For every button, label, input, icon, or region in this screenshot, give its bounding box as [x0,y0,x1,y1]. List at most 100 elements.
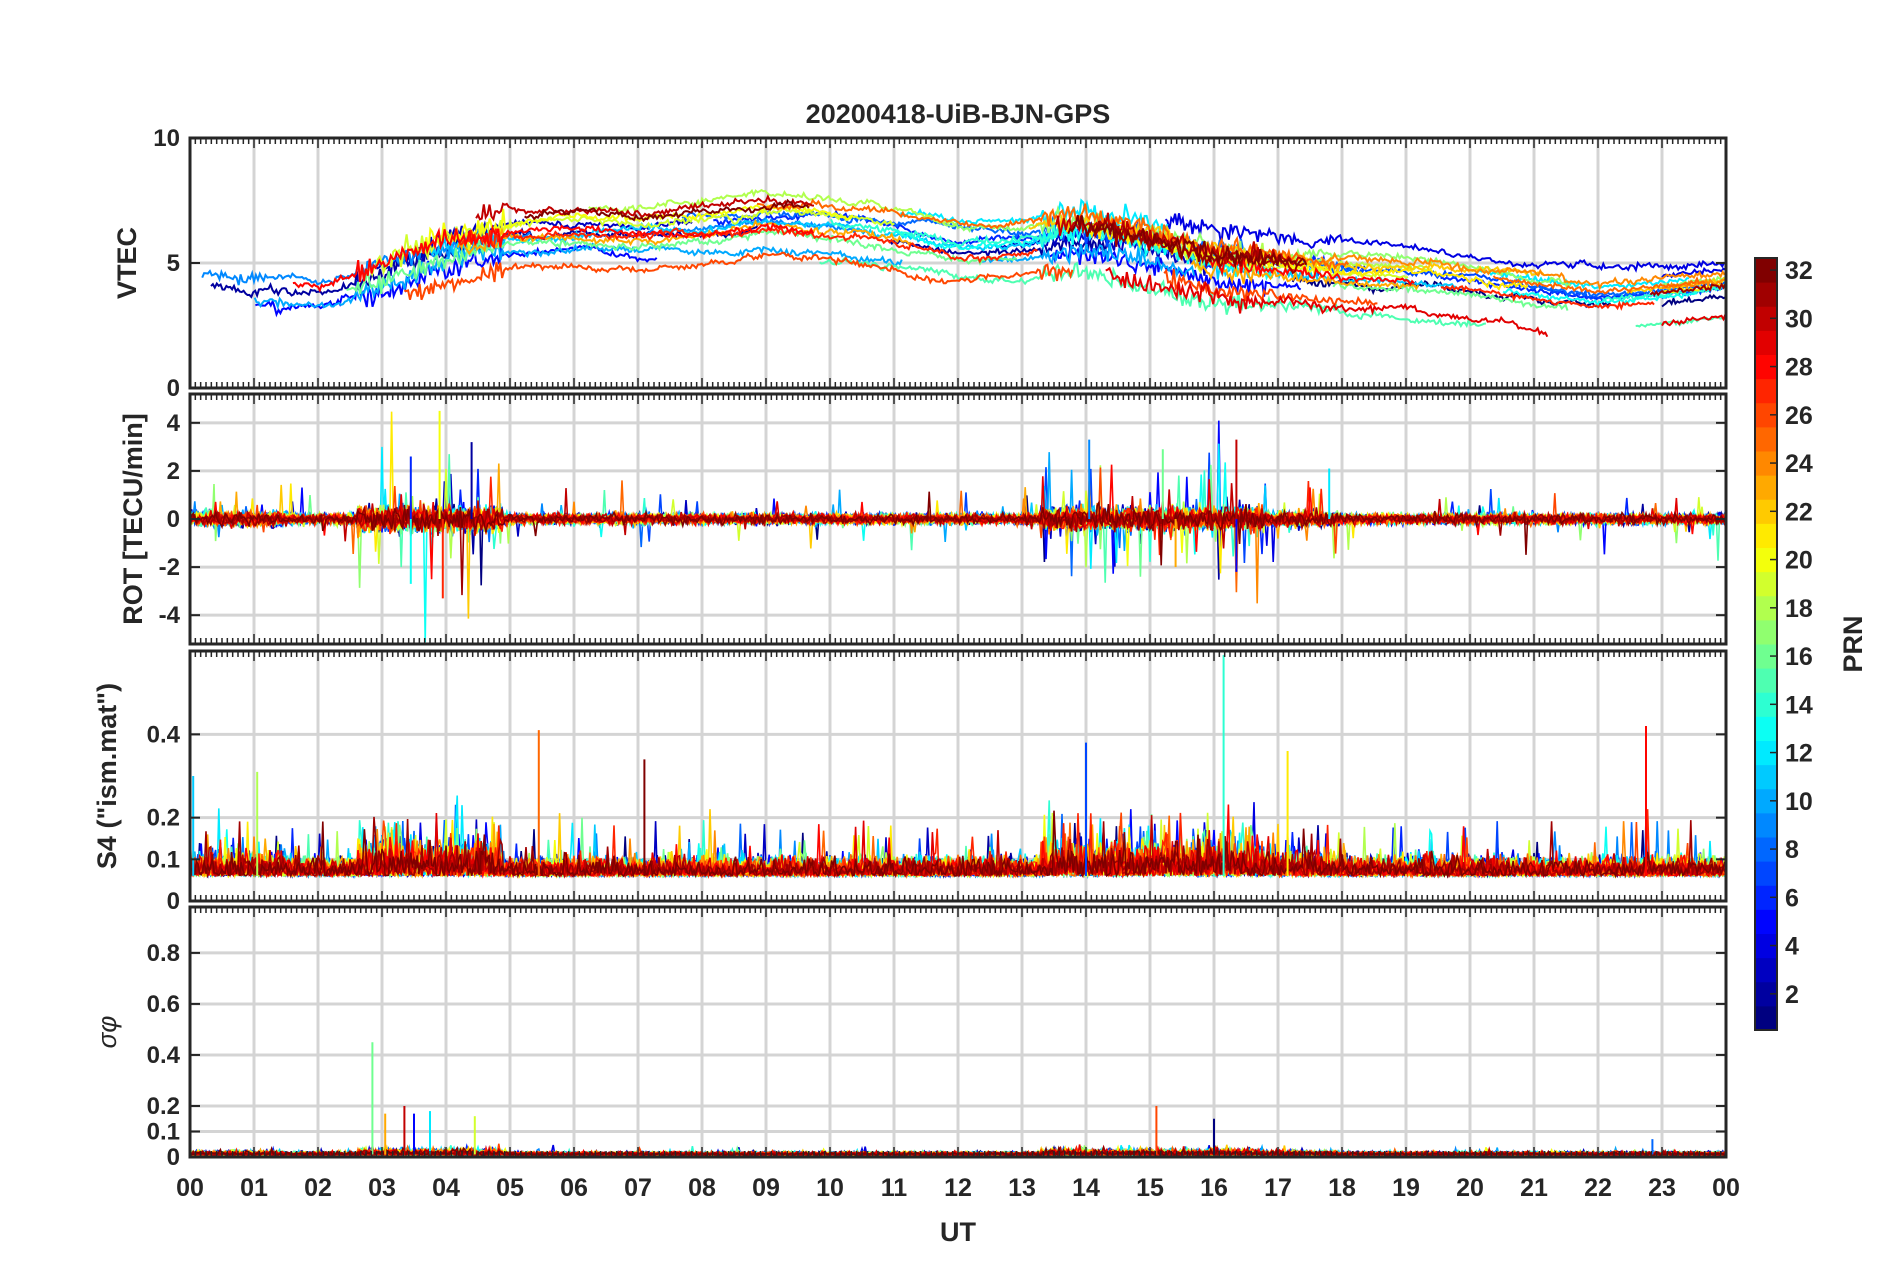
colorbar-tick-label: 12 [1785,740,1813,768]
x-tick-label: 18 [1328,1174,1356,1202]
vtec-series-prn-10 [980,243,1196,279]
colorbar-tick-label: 32 [1785,257,1813,285]
vtec-series-prn-29 [1661,314,1726,327]
x-tick-label: 00 [1712,1174,1740,1202]
colorbar-swatch [1755,523,1777,548]
colorbar-tick-label: 20 [1785,547,1813,575]
vtec-series-prn-29 [1105,266,1549,338]
s4-series-prn-25 [190,815,1726,880]
x-tick-label: 06 [560,1174,588,1202]
colorbar-tick-label: 2 [1785,981,1799,1009]
colorbar-label: PRN [1838,615,1868,672]
s4-y-tick-label: 0.1 [147,846,180,873]
vtec-series-prn-10 [253,241,903,311]
colorbar-tick-label: 10 [1785,788,1813,816]
colorbar-swatch [1755,885,1777,910]
x-tick-label: 14 [1072,1174,1100,1202]
sigma-phi-y-tick-label: 0.6 [147,991,180,1018]
vtec-series-prn-5 [1046,245,1302,297]
colorbar-swatch [1755,764,1777,790]
rot-y-tick-label: 4 [167,410,181,437]
colorbar-swatch [1755,837,1777,862]
colorbar-tick-label: 14 [1785,691,1813,719]
panel-rot-series [190,410,1726,643]
colorbar-swatch [1755,619,1777,645]
colorbar-swatch [1755,402,1777,428]
colorbar-swatches [1755,258,1777,1031]
s4-y-tick-label: 0.4 [147,721,181,748]
rot-series-prn-32 [190,491,1726,566]
colorbar-swatch [1755,330,1777,355]
vtec-series-prn-26 [1163,268,1378,307]
panel-sigma-phi: 00.10.2 0.4 0.6 0.8 σφ [92,905,1728,1171]
s4-y-tick-label: 0.2 [147,805,180,832]
x-tick-label: 15 [1136,1174,1164,1202]
vtec-y-tick-label: 10 [153,125,180,152]
x-tick-label: 22 [1584,1174,1612,1202]
x-tick-label: 02 [304,1174,332,1202]
colorbar-tick-label: 18 [1785,595,1813,623]
vtec-series-prn-13 [1502,287,1698,309]
x-tick-label: 09 [752,1174,780,1202]
panel-s4-series [190,655,1726,880]
x-tick-label: 19 [1392,1174,1420,1202]
x-axis-label: UT [940,1217,976,1247]
vtec-series-prn-27 [1440,284,1655,311]
vtec-series-prn-27 [459,225,1038,264]
vtec-series-prn-24 [1320,252,1726,291]
vtec-series-prn-4 [1164,213,1726,273]
colorbar-swatch [1755,957,1777,983]
s4-series-prn-32 [190,810,1726,879]
rot-y-tick-label: 0 [167,506,180,533]
vtec-y-tick-label: 5 [167,250,180,277]
colorbar-swatch [1755,644,1777,669]
panel-sigma-phi-ylabel: σφ [92,1016,122,1049]
panel-vtec-ylabel: VTEC [112,227,142,299]
colorbar-swatch [1755,258,1777,283]
x-tick-label: 10 [816,1174,844,1202]
vtec-series-prn-30 [475,194,815,222]
colorbar-swatch [1755,595,1777,621]
vtec-series-prn-5 [255,243,658,318]
colorbar-swatch [1755,740,1777,766]
s4-y-tick-label: 0 [167,888,180,915]
vtec-series-prn-14 [1602,283,1726,303]
panel-vtec-ticks: 0 5 10 [153,125,1727,402]
sigma-phi-y-tick-label: 0.2 [147,1093,180,1120]
x-tick-label: 23 [1648,1174,1676,1202]
x-tick-label: 16 [1200,1174,1228,1202]
panel-s4: 0 0.1 0.2 0.4 S4 ("ism.mat") [92,649,1728,915]
vtec-series-prn-16 [1332,281,1569,311]
vtec-series-prn-26 [403,251,1074,301]
x-tick-label: 00 [176,1174,204,1202]
vtec-series-prn-32 [524,198,810,223]
sigma-phi-y-tick-label: 0.4 [147,1042,181,1069]
vtec-series-prn-23 [1190,259,1420,291]
vtec-series-prn-1 [1661,293,1726,308]
panel-sigma-phi-ticks: 00.10.2 0.4 0.6 0.8 [147,907,1727,1171]
colorbar-swatch [1755,378,1777,404]
colorbar-swatch [1755,306,1777,331]
colorbar-swatch [1755,861,1777,886]
colorbar-swatch [1755,668,1777,693]
colorbar-tick-label: 16 [1785,643,1813,671]
panel-rot-ticks: -4 -2 0 2 4 [159,394,1727,644]
x-tick-label: 20 [1456,1174,1484,1202]
panel-s4-ylabel: S4 ("ism.mat") [92,683,122,869]
rot-y-tick-label: -4 [159,602,181,629]
rot-y-tick-label: 2 [167,458,180,485]
colorbar-tick-label: 6 [1785,884,1799,912]
vtec-series-prn-25 [1492,275,1706,295]
vtec-y-tick-label: 0 [167,375,180,402]
x-tick-label: 12 [944,1174,972,1202]
colorbar-tick-label: 22 [1785,498,1813,526]
colorbar-tick-label: 26 [1785,402,1813,430]
vtec-series-prn-31 [1649,282,1726,297]
x-tick-label: 07 [624,1174,652,1202]
colorbar-swatch [1755,475,1777,500]
colorbar-swatch [1755,547,1777,573]
colorbar-swatch [1755,788,1777,814]
